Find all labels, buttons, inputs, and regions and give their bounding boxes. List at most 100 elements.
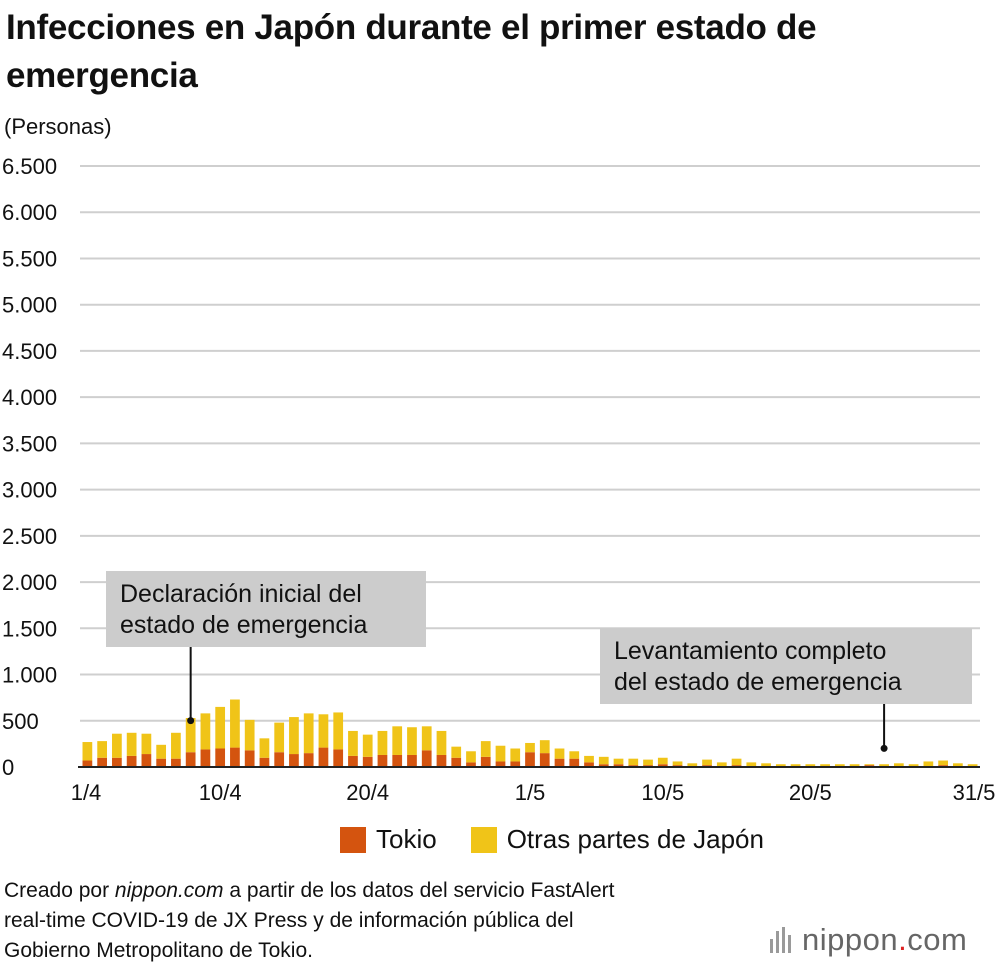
bar-other: [377, 730, 388, 755]
legend-swatch-other: [470, 826, 497, 853]
bar-other: [598, 756, 609, 765]
bar-tokyo: [362, 756, 373, 767]
annotation-dot: [187, 717, 195, 725]
bar-tokyo: [112, 757, 122, 767]
bar-other: [141, 733, 152, 755]
bar-tokyo: [171, 758, 181, 767]
bar-tokyo: [421, 750, 432, 767]
bar-tokyo: [141, 754, 152, 767]
bar-other: [392, 726, 403, 755]
bar-other: [702, 759, 712, 766]
bar-other: [849, 764, 860, 767]
bar-other: [657, 757, 668, 765]
bar-other: [82, 742, 93, 761]
bar-other: [879, 764, 889, 767]
legend-label-tokyo: Tokio: [376, 824, 437, 854]
x-tick-label: 20/4: [346, 780, 389, 805]
bar-other: [318, 714, 329, 748]
chart-title: Infecciones en Japón durante el primer e…: [6, 8, 817, 95]
bar-other: [97, 741, 107, 758]
bar-tokyo: [82, 760, 93, 767]
bar-other: [687, 763, 698, 767]
y-tick-label: 0: [2, 755, 14, 780]
bar-other: [938, 760, 948, 766]
bar-tokyo: [569, 758, 580, 767]
bar-other: [864, 764, 875, 766]
bar-other: [613, 758, 624, 765]
annotation-text: del estado de emergencia: [614, 668, 902, 696]
annotation-box: [106, 571, 426, 647]
bar-other: [289, 717, 299, 755]
bar-other: [893, 763, 904, 767]
bar-other: [259, 738, 270, 758]
bar-other: [215, 706, 226, 749]
bar-tokyo: [289, 754, 299, 767]
bar-tokyo: [554, 758, 565, 767]
y-tick-label: 5.500: [2, 246, 57, 271]
bar-tokyo: [495, 761, 506, 767]
source-line-3: Gobierno Metropolitano de Tokio.: [4, 939, 313, 962]
bar-other: [510, 748, 521, 762]
y-tick-label: 2.500: [2, 524, 57, 549]
bar-other: [466, 751, 476, 763]
chart: (Personas) 0 500 1.000 1.500 2.000 2.500 3.000 3…: [2, 114, 995, 805]
annotation-text: estado de emergencia: [120, 611, 367, 639]
bar-other: [126, 732, 137, 756]
legend-item-tokyo: Tokio: [340, 824, 437, 855]
x-tick-label: 20/5: [789, 780, 832, 805]
bar-other: [923, 761, 934, 767]
bar-tokyo: [436, 754, 447, 767]
bar-other: [244, 719, 255, 751]
bar-other: [185, 717, 196, 753]
annotation-dot: [880, 744, 888, 752]
bar-tokyo: [584, 762, 594, 767]
bar-tokyo: [510, 761, 521, 767]
bar-tokyo: [392, 754, 403, 767]
bar-tokyo: [318, 747, 329, 767]
source-line-2: real-time COVID-19 de JX Press y de info…: [4, 909, 574, 932]
bar-tokyo: [274, 752, 285, 767]
y-tick-label: 6.000: [2, 200, 57, 225]
bar-other: [495, 745, 506, 762]
annotation-box: [600, 628, 972, 704]
bar-other: [761, 763, 771, 767]
source-line-1: Creado por nippon.com a partir de los da…: [4, 879, 615, 902]
annotation-text: Levantamiento completo: [614, 637, 886, 665]
bar-other: [834, 764, 845, 767]
bar-tokyo: [348, 755, 358, 767]
bar-other: [628, 758, 639, 766]
bar-tokyo: [244, 750, 255, 767]
bar-tokyo: [613, 764, 624, 767]
bar-other: [200, 713, 211, 750]
bar-tokyo: [303, 753, 314, 767]
y-tick-label: 1.500: [2, 616, 57, 641]
bar-other: [805, 764, 816, 767]
bar-other: [451, 746, 462, 758]
bar-other: [407, 727, 417, 755]
y-tick-label: 500: [2, 709, 39, 734]
bar-other: [171, 732, 181, 759]
bar-tokyo: [451, 757, 462, 767]
bar-other: [953, 763, 963, 767]
bar-other: [584, 755, 594, 763]
bar-tokyo: [525, 752, 535, 767]
y-tick-label: 1.000: [2, 663, 57, 688]
y-tick-label: 6.500: [2, 154, 57, 179]
bar-tokyo: [185, 752, 196, 767]
bar-other: [775, 764, 786, 767]
bar-other: [908, 764, 919, 767]
bar-other: [716, 762, 727, 767]
y-tick-label: 4.000: [2, 385, 57, 410]
bar-other: [554, 748, 565, 759]
bar-other: [230, 699, 240, 748]
bar-tokyo: [598, 764, 609, 767]
bar-tokyo: [200, 749, 211, 767]
bar-other: [362, 734, 373, 757]
logo-bars-icon: [770, 927, 794, 953]
annotation-text: Declaración inicial del: [120, 580, 362, 608]
source-note: Creado por nippon.com a partir de los da…: [4, 876, 764, 966]
y-tick-label: 3.500: [2, 431, 57, 456]
bar-other: [480, 741, 491, 757]
bar-other: [672, 761, 683, 766]
x-tick-label: 10/5: [641, 780, 684, 805]
